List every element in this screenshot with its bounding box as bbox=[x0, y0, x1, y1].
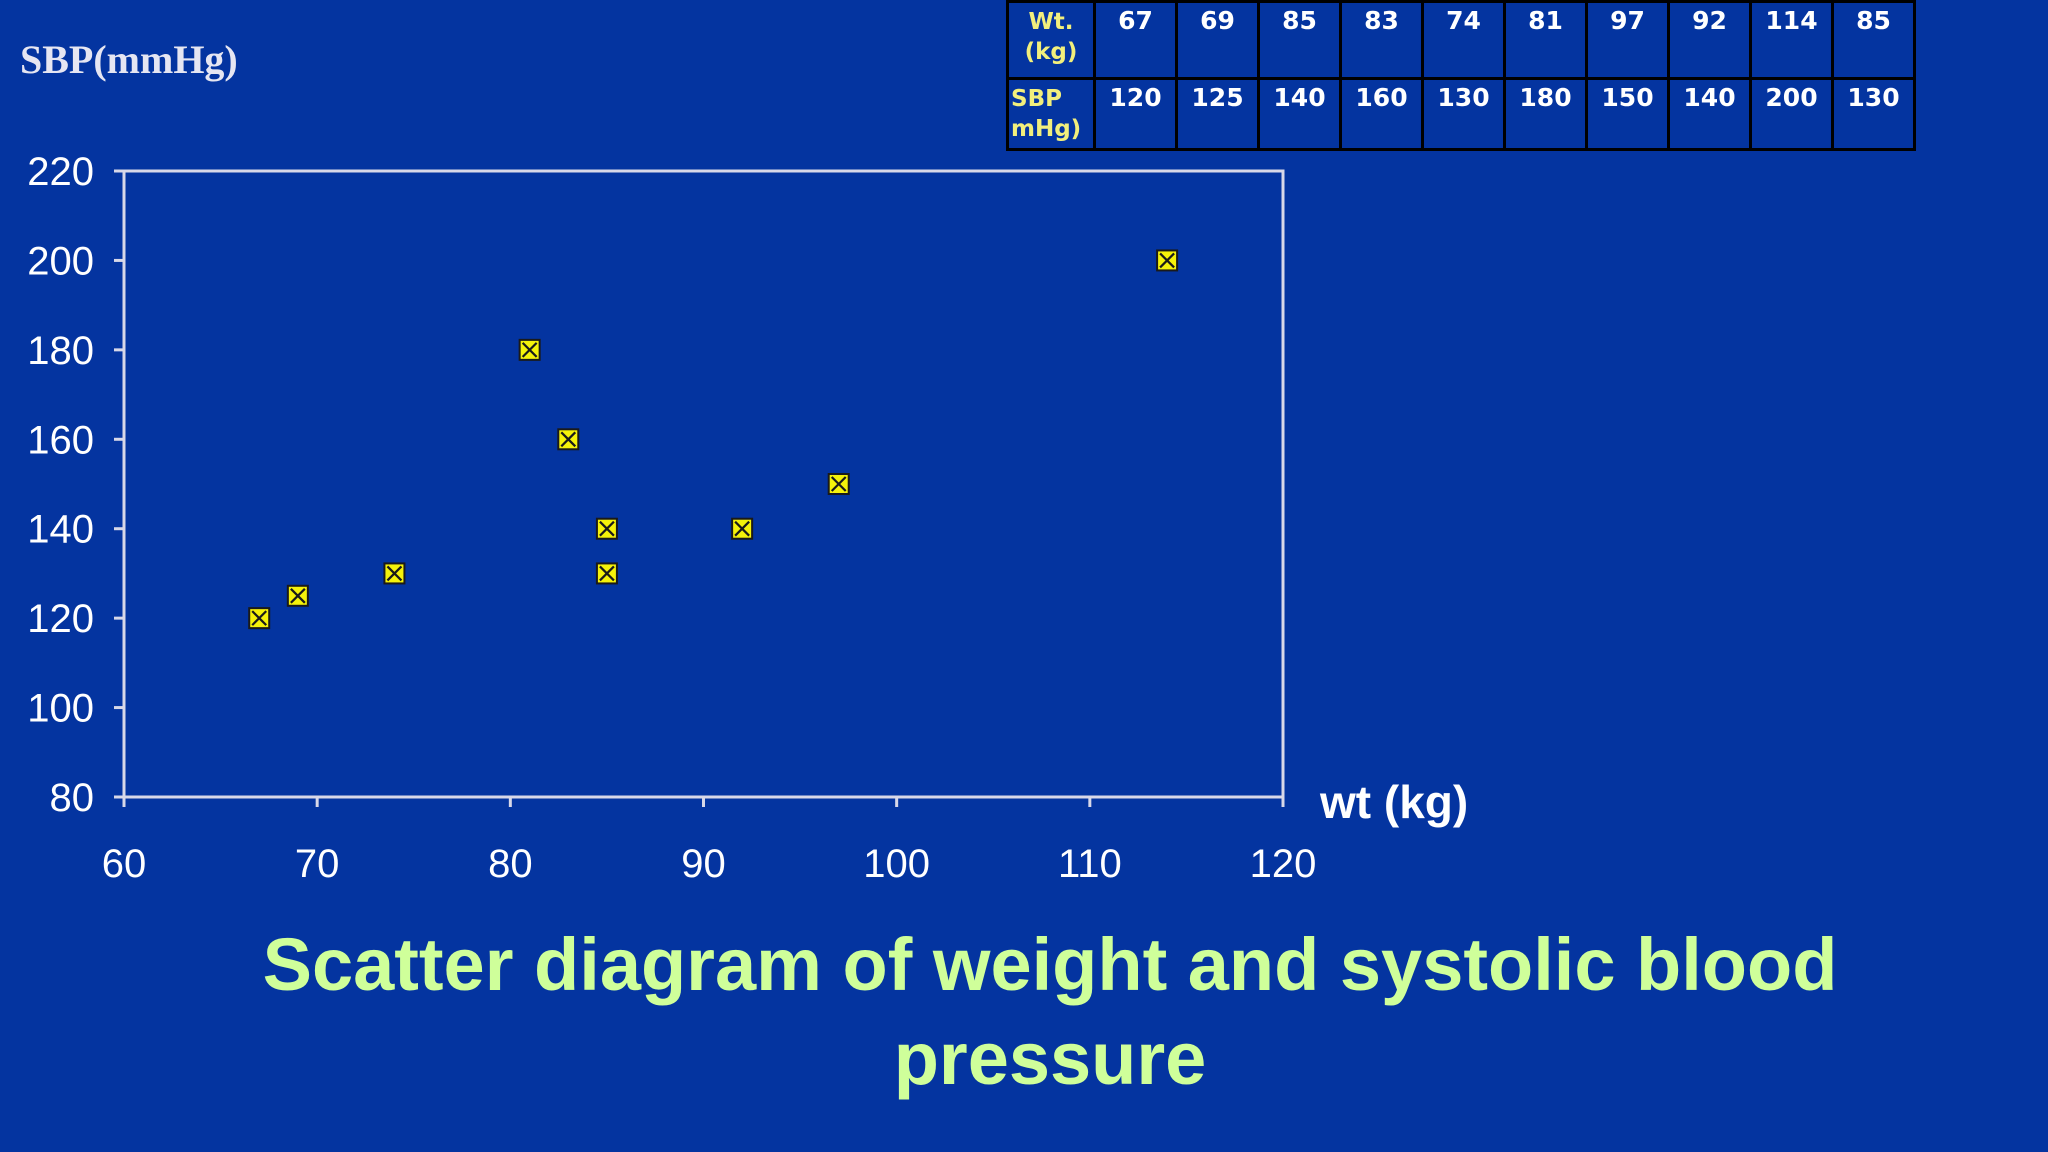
y-tick-label: 160 bbox=[27, 418, 94, 462]
y-tick-label: 220 bbox=[27, 150, 94, 194]
x-tick-label: 60 bbox=[102, 842, 147, 886]
sbp-cell: 125 bbox=[1175, 77, 1260, 151]
tick-labels: 60 70 80 90 100 110 120 80 100 120 140 160 180 200 220 bbox=[27, 150, 1316, 886]
sbp-cell: 160 bbox=[1339, 77, 1424, 151]
weight-header-line2: (kg) bbox=[1024, 39, 1078, 65]
weight-header-line1: Wt. bbox=[1028, 9, 1074, 35]
weight-cell: 67 bbox=[1093, 0, 1178, 80]
x-axis-title: wt (kg) bbox=[1319, 776, 1468, 828]
weight-cell: 83 bbox=[1339, 0, 1424, 80]
sbp-cell: 130 bbox=[1421, 77, 1506, 151]
sbp-header-line1: SBP bbox=[1011, 86, 1062, 112]
weight-cell: 97 bbox=[1585, 0, 1670, 80]
x-tick-label: 120 bbox=[1250, 842, 1317, 886]
plot-frame bbox=[122, 169, 1285, 799]
data-point bbox=[1156, 249, 1179, 272]
weight-row: Wt. (kg) 67 69 85 83 74 81 97 92 114 85 bbox=[1006, 0, 1916, 80]
y-tick-label: 140 bbox=[27, 508, 94, 552]
x-tick-label: 110 bbox=[1058, 842, 1122, 886]
sbp-cell: 140 bbox=[1667, 77, 1752, 151]
axes bbox=[114, 169, 1285, 807]
sbp-cell: 140 bbox=[1257, 77, 1342, 151]
weight-cell: 114 bbox=[1749, 0, 1834, 80]
data-point bbox=[557, 428, 580, 451]
weight-cell: 92 bbox=[1667, 0, 1752, 80]
data-point bbox=[827, 473, 850, 495]
data-point bbox=[518, 338, 541, 361]
y-tick-label: 100 bbox=[27, 687, 94, 731]
sbp-cell: 180 bbox=[1503, 77, 1588, 151]
y-axis-title: SBP(mmHg) bbox=[20, 37, 238, 82]
data-table: Wt. (kg) 67 69 85 83 74 81 97 92 114 85 … bbox=[1006, 0, 1916, 151]
y-tick-label: 80 bbox=[50, 776, 95, 820]
weight-cell: 69 bbox=[1175, 0, 1260, 80]
x-tick-label: 80 bbox=[488, 842, 533, 886]
data-point bbox=[286, 584, 309, 607]
data-point bbox=[731, 517, 754, 540]
data-points bbox=[248, 249, 1179, 630]
sbp-row-header: SBP mHg) bbox=[1006, 77, 1096, 151]
x-tick-label: 100 bbox=[863, 842, 930, 886]
weight-cell: 81 bbox=[1503, 0, 1588, 80]
weight-cell: 85 bbox=[1257, 0, 1342, 80]
x-tick-label: 90 bbox=[681, 842, 726, 886]
data-point bbox=[595, 517, 618, 540]
data-point bbox=[383, 562, 406, 585]
y-tick-label: 120 bbox=[27, 597, 94, 641]
weight-cell: 74 bbox=[1421, 0, 1506, 80]
data-point bbox=[595, 562, 618, 585]
weight-cell: 85 bbox=[1831, 0, 1916, 80]
weight-row-header: Wt. (kg) bbox=[1006, 0, 1096, 80]
x-tick-label: 70 bbox=[295, 842, 340, 886]
y-tick-label: 200 bbox=[27, 239, 94, 283]
sbp-cell: 120 bbox=[1093, 77, 1178, 151]
chart-caption: Scatter diagram of weight and systolic b… bbox=[262, 923, 1838, 1100]
data-point bbox=[248, 607, 271, 630]
sbp-cell: 200 bbox=[1749, 77, 1834, 151]
sbp-header-line2: mHg) bbox=[1011, 116, 1082, 142]
sbp-cell: 150 bbox=[1585, 77, 1670, 151]
sbp-row: SBP mHg) 120 125 140 160 130 180 150 140… bbox=[1006, 77, 1916, 151]
sbp-cell: 130 bbox=[1831, 77, 1916, 151]
y-tick-label: 180 bbox=[27, 329, 94, 373]
